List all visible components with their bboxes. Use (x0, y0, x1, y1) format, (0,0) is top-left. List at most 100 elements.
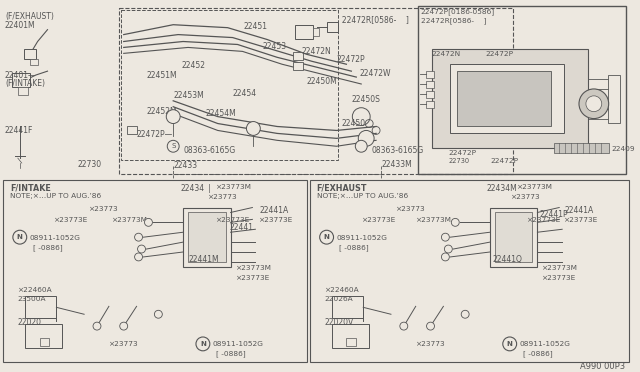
Text: ×23773: ×23773 (511, 194, 540, 200)
Text: 22450M: 22450M (307, 77, 337, 86)
Text: N: N (507, 341, 513, 347)
Text: ×23773: ×23773 (208, 194, 237, 200)
Text: 22472W: 22472W (359, 69, 391, 78)
Text: 22472R[0586-    ]: 22472R[0586- ] (337, 15, 408, 24)
Text: N: N (17, 234, 23, 240)
Text: ×23773: ×23773 (109, 341, 138, 347)
Text: ×23773E: ×23773E (216, 217, 250, 224)
Bar (608, 75, 620, 122)
Bar (495, 212, 532, 262)
Text: 22472R[0586-    ]: 22472R[0586- ] (420, 17, 486, 23)
Text: ×23773E: ×23773E (236, 275, 270, 281)
Text: 22401—: 22401— (5, 71, 36, 80)
Bar (431, 49, 588, 148)
Text: 22433M: 22433M (381, 160, 412, 169)
Text: ×22460A: ×22460A (324, 286, 359, 293)
Text: [ -0886]: [ -0886] (339, 244, 369, 251)
Bar (18, 87, 28, 95)
Text: 08911-1052G: 08911-1052G (337, 235, 387, 241)
Text: 22452: 22452 (181, 61, 205, 70)
Text: (F/EXHAUST): (F/EXHAUST) (5, 12, 54, 21)
Text: 08363-6165G: 08363-6165G (371, 146, 424, 155)
Bar (426, 91, 433, 98)
Circle shape (120, 322, 127, 330)
Circle shape (166, 110, 180, 124)
Text: 22434M: 22434M (487, 184, 518, 193)
Bar (119, 8, 513, 174)
Text: 22434: 22434 (180, 184, 204, 193)
Circle shape (503, 337, 516, 351)
Circle shape (358, 131, 374, 146)
Text: F/INTAKE: F/INTAKE (10, 184, 51, 193)
Bar (293, 62, 303, 70)
Text: 22453: 22453 (262, 42, 287, 51)
Text: (F/INTAKE): (F/INTAKE) (5, 79, 45, 88)
Text: 22451M: 22451M (147, 71, 177, 80)
Text: N: N (324, 234, 330, 240)
Text: 22472N: 22472N (302, 48, 332, 57)
Bar (418, 6, 625, 174)
Text: 22441Q: 22441Q (493, 255, 523, 264)
Circle shape (320, 230, 333, 244)
Bar (293, 52, 303, 60)
Text: NOTE;×…UP TO AUG.’86: NOTE;×…UP TO AUG.’86 (10, 193, 101, 199)
Text: [ -0886]: [ -0886] (33, 244, 63, 251)
Circle shape (442, 233, 449, 241)
Bar (127, 126, 136, 134)
Text: 22472P—: 22472P— (136, 131, 173, 140)
Text: 22452M: 22452M (147, 107, 177, 116)
Circle shape (451, 218, 460, 226)
Bar (25, 324, 62, 348)
Text: 22450S: 22450S (351, 95, 380, 104)
Circle shape (461, 310, 469, 318)
Text: 22450: 22450 (342, 119, 365, 128)
Circle shape (13, 230, 27, 244)
Text: 22472P: 22472P (490, 158, 518, 164)
Text: [ -0886]: [ -0886] (216, 350, 246, 357)
Text: 22020: 22020 (18, 318, 42, 327)
Circle shape (246, 122, 260, 135)
Text: [ -0886]: [ -0886] (523, 350, 552, 357)
Circle shape (167, 140, 179, 152)
Text: 22730: 22730 (449, 158, 470, 164)
Circle shape (442, 253, 449, 261)
Circle shape (134, 233, 143, 241)
Circle shape (353, 108, 370, 125)
Bar (332, 296, 364, 318)
Text: 08911-1052G: 08911-1052G (212, 341, 264, 347)
Bar (326, 22, 339, 32)
Text: S: S (171, 143, 175, 149)
Bar (313, 28, 319, 36)
Text: ×23773: ×23773 (416, 341, 445, 347)
Text: ×23773E: ×23773E (542, 275, 577, 281)
Bar (346, 338, 356, 346)
Bar (457, 71, 551, 125)
Circle shape (427, 322, 435, 330)
Circle shape (196, 337, 210, 351)
Bar (426, 71, 433, 78)
Circle shape (400, 322, 408, 330)
Text: F/EXHAUST: F/EXHAUST (317, 184, 367, 193)
Circle shape (145, 218, 152, 226)
Text: ×23773M: ×23773M (542, 265, 579, 271)
Text: ×23773E: ×23773E (54, 217, 89, 224)
Text: ×23773E: ×23773E (527, 217, 561, 224)
Text: ×23773: ×23773 (89, 206, 118, 212)
Bar (310, 180, 630, 362)
Circle shape (134, 253, 143, 261)
Bar (183, 208, 230, 267)
Text: ×23773M: ×23773M (216, 184, 252, 190)
Text: 22454: 22454 (232, 89, 257, 98)
Circle shape (586, 96, 602, 112)
Text: 08911-1052G: 08911-1052G (520, 341, 570, 347)
Circle shape (138, 245, 145, 253)
Circle shape (154, 310, 163, 318)
Bar (40, 338, 49, 346)
Text: 22472P: 22472P (337, 55, 365, 64)
Bar (554, 143, 609, 153)
Text: ×23773E: ×23773E (564, 217, 598, 224)
Circle shape (355, 140, 367, 152)
Text: ×23773M: ×23773M (112, 217, 148, 224)
Bar (121, 10, 339, 160)
Text: 22451: 22451 (243, 22, 268, 31)
